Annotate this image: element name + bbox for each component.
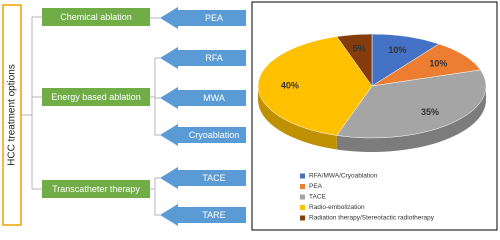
- legend-swatch: [300, 215, 305, 221]
- legend-swatch: [300, 184, 305, 189]
- root-label: HCC treatment options: [7, 64, 18, 166]
- group-label: Transcatheter therapy: [52, 184, 140, 194]
- group-label: Chemical ablation: [60, 12, 132, 22]
- item-label: TARE: [202, 210, 225, 220]
- group-box: [42, 88, 150, 106]
- value-label: 10%: [388, 45, 406, 55]
- legend-label: Radio-embolization: [309, 204, 365, 211]
- arrow: [160, 7, 246, 29]
- arrow: [160, 47, 246, 69]
- value-label: 35%: [421, 107, 439, 117]
- slice-side: [336, 86, 486, 153]
- group-box: [42, 8, 150, 26]
- item-label: RFA: [205, 53, 223, 63]
- slice-side: [258, 86, 337, 150]
- item-label: PEA: [205, 13, 223, 23]
- legend-label: TACE: [309, 194, 327, 201]
- legend-label: PEA: [309, 183, 323, 190]
- slice: [336, 33, 373, 87]
- arrow: [160, 87, 246, 109]
- arrow: [160, 124, 246, 146]
- slice: [336, 69, 487, 139]
- slice: [371, 43, 481, 87]
- value-label: 40%: [281, 80, 299, 90]
- slice: [257, 36, 373, 136]
- legend-swatch: [300, 194, 305, 200]
- legend-label: Radiation therapy/Stereotactic radiother…: [309, 215, 435, 222]
- value-label: 5%: [353, 43, 366, 53]
- item-label: Cryoablation: [189, 130, 240, 140]
- item-label: MWA: [203, 93, 225, 103]
- slice: [371, 33, 440, 87]
- group-box: [42, 180, 150, 198]
- legend-swatch: [300, 173, 305, 179]
- group-label: Energy based ablation: [51, 92, 141, 102]
- item-label: TACE: [202, 173, 225, 183]
- arrow: [160, 167, 246, 189]
- value-label: 10%: [429, 58, 447, 68]
- arrow: [160, 204, 246, 226]
- figure: HCC treatment options Chemical ablation PE…: [2, 1, 498, 231]
- legend-label: RFA/MWA/Cryoablation: [309, 173, 378, 180]
- legend-swatch: [300, 205, 305, 210]
